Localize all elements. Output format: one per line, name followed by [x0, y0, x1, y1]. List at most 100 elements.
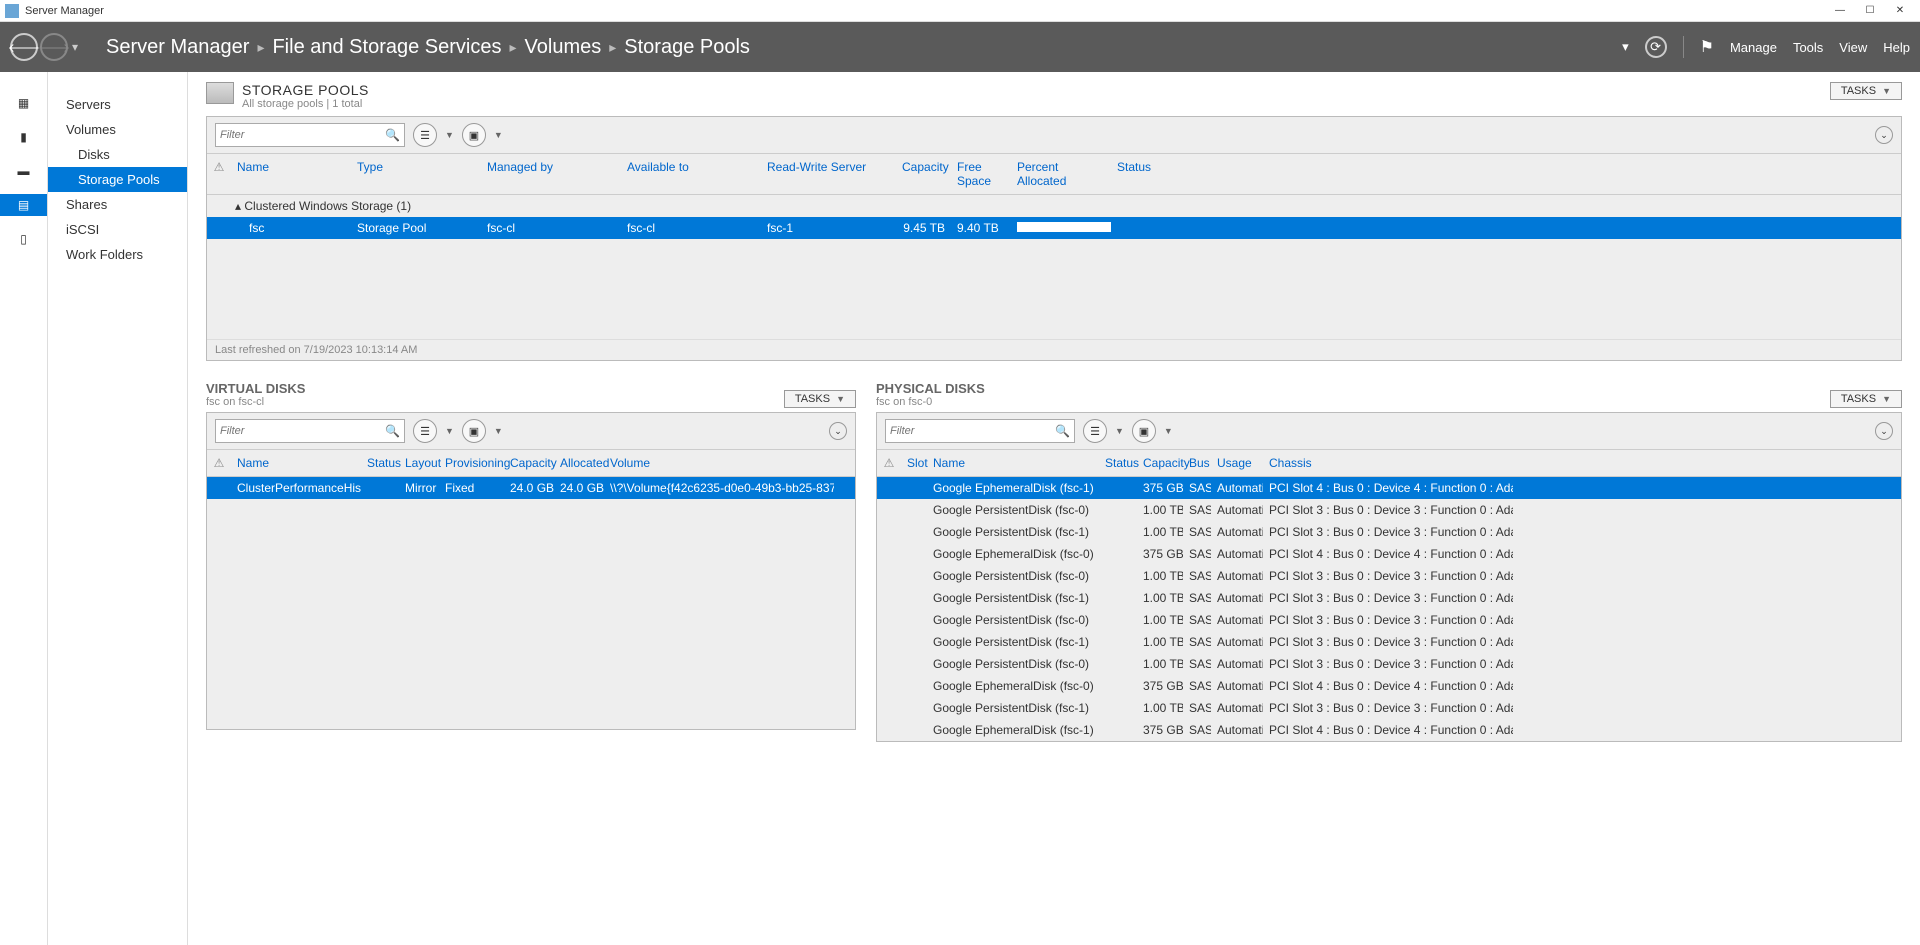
col-slot[interactable]: Slot [901, 454, 927, 472]
pdisk-row[interactable]: Google PersistentDisk (fsc-0)1.00 TBSASA… [877, 565, 1901, 587]
col-percent[interactable]: Percent Allocated [1011, 158, 1111, 190]
nav-history-dropdown[interactable]: ▾ [72, 40, 78, 54]
filter-save-button[interactable]: ▣ [462, 123, 486, 147]
group-row[interactable]: ▴ Clustered Windows Storage (1) [207, 195, 1901, 217]
virtual-disks-section: VIRTUAL DISKS fsc on fsc-cl TASKS▼ 🔍 ☰▼ … [206, 381, 856, 742]
minimize-button[interactable]: — [1825, 2, 1855, 20]
pdisk-row[interactable]: Google PersistentDisk (fsc-0)1.00 TBSASA… [877, 609, 1901, 631]
search-icon[interactable]: 🔍 [385, 424, 400, 438]
col-type[interactable]: Type [351, 158, 481, 190]
back-button[interactable]: 🡐 [10, 33, 38, 61]
pdisks-tasks-button[interactable]: TASKS▼ [1830, 390, 1902, 408]
iconbar-all[interactable]: ▬ [0, 160, 47, 182]
vdisk-row[interactable]: ClusterPerformanceHistory Mirror Fixed 2… [207, 477, 855, 499]
col-cap[interactable]: Capacity [504, 454, 554, 472]
col-free[interactable]: Free Space [951, 158, 1011, 190]
forward-button[interactable]: 🡒 [40, 33, 68, 61]
col-rw[interactable]: Read-Write Server [761, 158, 896, 190]
pdisk-row[interactable]: Google PersistentDisk (fsc-1)1.00 TBSASA… [877, 521, 1901, 543]
search-icon[interactable]: 🔍 [385, 128, 400, 142]
titlebar: Server Manager — ☐ ✕ [0, 0, 1920, 22]
sidebar: ServersVolumesDisksStorage PoolsSharesiS… [48, 72, 188, 945]
iconbar-other[interactable]: ▯ [0, 228, 47, 250]
iconbar-dashboard[interactable]: ▦ [0, 92, 47, 114]
refresh-icon[interactable]: ⟳ [1645, 36, 1667, 58]
col-status[interactable]: Status [1099, 454, 1137, 472]
col-status[interactable]: Status [361, 454, 399, 472]
sidebar-item-volumes[interactable]: Volumes [48, 117, 187, 142]
warning-icon[interactable]: ⚠ [207, 158, 231, 190]
col-vol[interactable]: Volume [604, 454, 834, 472]
filter-save-button[interactable]: ▣ [1132, 419, 1156, 443]
pools-table-header: ⚠ Name Type Managed by Available to Read… [207, 153, 1901, 195]
filter-input-wrap: 🔍 [215, 123, 405, 147]
vdisks-tasks-button[interactable]: TASKS▼ [784, 390, 856, 408]
pdisks-filter-input[interactable] [890, 425, 1055, 437]
pdisk-row[interactable]: Google PersistentDisk (fsc-1)1.00 TBSASA… [877, 631, 1901, 653]
filter-fields-button[interactable]: ☰ [413, 419, 437, 443]
col-available[interactable]: Available to [621, 158, 761, 190]
titlebar-text: Server Manager [25, 5, 1825, 17]
pdisk-row[interactable]: Google EphemeralDisk (fsc-1)375 GBSASAut… [877, 719, 1901, 741]
sidebar-item-storage-pools[interactable]: Storage Pools [48, 167, 187, 192]
storage-pools-section: STORAGE POOLS All storage pools | 1 tota… [206, 82, 1902, 361]
col-prov[interactable]: Provisioning [439, 454, 504, 472]
crumb[interactable]: File and Storage Services [272, 36, 501, 59]
search-icon[interactable]: 🔍 [1055, 424, 1070, 438]
iconbar-file-storage[interactable]: ▤ [0, 194, 47, 216]
pdisk-row[interactable]: Google PersistentDisk (fsc-1)1.00 TBSASA… [877, 587, 1901, 609]
col-name[interactable]: Name [231, 454, 361, 472]
pdisk-row[interactable]: Google PersistentDisk (fsc-1)1.00 TBSASA… [877, 697, 1901, 719]
physical-disks-section: PHYSICAL DISKS fsc on fsc-0 TASKS▼ 🔍 ☰▼ … [876, 381, 1902, 742]
sidebar-item-disks[interactable]: Disks [48, 142, 187, 167]
iconbar-local[interactable]: ▮ [0, 126, 47, 148]
flag-icon[interactable]: ⚑ [1700, 37, 1714, 57]
maximize-button[interactable]: ☐ [1855, 2, 1885, 20]
pdisk-row[interactable]: Google PersistentDisk (fsc-0)1.00 TBSASA… [877, 653, 1901, 675]
menu-tools[interactable]: Tools [1793, 40, 1823, 55]
col-capacity[interactable]: Capacity [896, 158, 951, 190]
expand-button[interactable]: ⌄ [829, 422, 847, 440]
expand-button[interactable]: ⌄ [1875, 422, 1893, 440]
pdisk-row[interactable]: Google PersistentDisk (fsc-0)1.00 TBSASA… [877, 499, 1901, 521]
expand-button[interactable]: ⌄ [1875, 126, 1893, 144]
col-status[interactable]: Status [1111, 158, 1171, 190]
close-button[interactable]: ✕ [1885, 2, 1915, 20]
col-usage[interactable]: Usage [1211, 454, 1263, 472]
sidebar-item-servers[interactable]: Servers [48, 92, 187, 117]
filter-fields-button[interactable]: ☰ [1083, 419, 1107, 443]
menu-manage[interactable]: Manage [1730, 40, 1777, 55]
crumb[interactable]: Server Manager [106, 36, 249, 59]
menu-help[interactable]: Help [1883, 40, 1910, 55]
col-name[interactable]: Name [231, 158, 351, 190]
warning-icon[interactable]: ⚠ [207, 454, 231, 472]
menu-view[interactable]: View [1839, 40, 1867, 55]
col-alloc[interactable]: Allocated [554, 454, 604, 472]
pdisks-title: PHYSICAL DISKS [876, 381, 1830, 396]
col-cap[interactable]: Capacity [1137, 454, 1183, 472]
col-layout[interactable]: Layout [399, 454, 439, 472]
filter-save-button[interactable]: ▣ [462, 419, 486, 443]
pdisk-row[interactable]: Google EphemeralDisk (fsc-0)375 GBSASAut… [877, 675, 1901, 697]
crumb[interactable]: Storage Pools [624, 36, 750, 59]
storage-pools-icon [206, 82, 234, 104]
filter-input[interactable] [220, 129, 385, 141]
crumb[interactable]: Volumes [525, 36, 602, 59]
section-subtitle: All storage pools | 1 total [242, 98, 1830, 110]
sidebar-item-iscsi[interactable]: iSCSI [48, 217, 187, 242]
col-chassis[interactable]: Chassis [1263, 454, 1513, 472]
col-managed[interactable]: Managed by [481, 158, 621, 190]
col-bus[interactable]: Bus [1183, 454, 1211, 472]
pool-row[interactable]: fsc Storage Pool fsc-cl fsc-cl fsc-1 9.4… [207, 217, 1901, 239]
col-name[interactable]: Name [927, 454, 1099, 472]
tasks-button[interactable]: TASKS▼ [1830, 82, 1902, 100]
sidebar-item-work-folders[interactable]: Work Folders [48, 242, 187, 267]
pdisks-subtitle: fsc on fsc-0 [876, 396, 1830, 408]
nav-dropdown-icon[interactable]: ▾ [1622, 39, 1629, 55]
pdisk-row[interactable]: Google EphemeralDisk (fsc-1)375 GBSASAut… [877, 477, 1901, 499]
sidebar-item-shares[interactable]: Shares [48, 192, 187, 217]
vdisks-filter-input[interactable] [220, 425, 385, 437]
warning-icon[interactable]: ⚠ [877, 454, 901, 472]
filter-fields-button[interactable]: ☰ [413, 123, 437, 147]
pdisk-row[interactable]: Google EphemeralDisk (fsc-0)375 GBSASAut… [877, 543, 1901, 565]
